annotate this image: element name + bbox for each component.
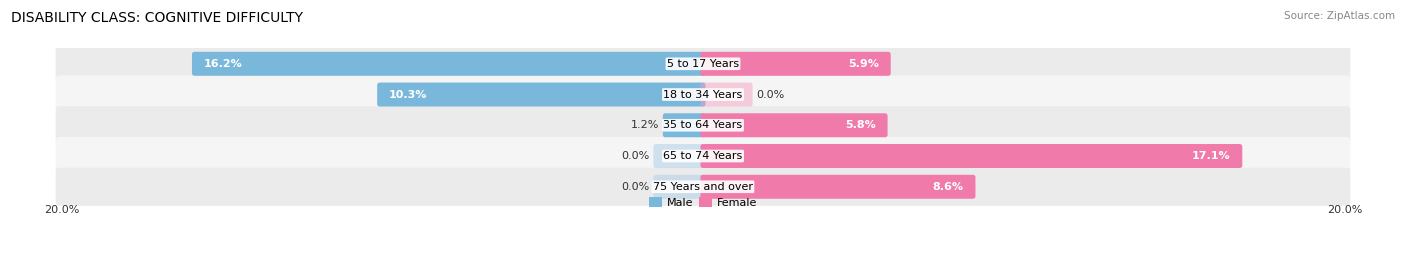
FancyBboxPatch shape <box>56 168 1350 206</box>
Text: 35 to 64 Years: 35 to 64 Years <box>664 120 742 130</box>
Text: 0.0%: 0.0% <box>621 151 650 161</box>
FancyBboxPatch shape <box>56 106 1350 144</box>
FancyBboxPatch shape <box>377 83 706 107</box>
FancyBboxPatch shape <box>700 175 976 199</box>
FancyBboxPatch shape <box>700 52 891 76</box>
Text: DISABILITY CLASS: COGNITIVE DIFFICULTY: DISABILITY CLASS: COGNITIVE DIFFICULTY <box>11 11 304 25</box>
FancyBboxPatch shape <box>56 137 1350 175</box>
FancyBboxPatch shape <box>654 175 706 199</box>
FancyBboxPatch shape <box>662 113 706 137</box>
Legend: Male, Female: Male, Female <box>644 193 762 212</box>
Text: 20.0%: 20.0% <box>1327 205 1362 215</box>
FancyBboxPatch shape <box>654 144 706 168</box>
Text: 8.6%: 8.6% <box>932 182 963 192</box>
FancyBboxPatch shape <box>56 76 1350 114</box>
Text: 0.0%: 0.0% <box>756 90 785 100</box>
Text: 5.9%: 5.9% <box>848 59 879 69</box>
FancyBboxPatch shape <box>193 52 706 76</box>
Text: 5.8%: 5.8% <box>845 120 876 130</box>
FancyBboxPatch shape <box>700 113 887 137</box>
Text: 65 to 74 Years: 65 to 74 Years <box>664 151 742 161</box>
FancyBboxPatch shape <box>700 83 752 107</box>
FancyBboxPatch shape <box>56 45 1350 83</box>
Text: 0.0%: 0.0% <box>621 182 650 192</box>
Text: 1.2%: 1.2% <box>631 120 659 130</box>
Text: 20.0%: 20.0% <box>44 205 79 215</box>
Text: Source: ZipAtlas.com: Source: ZipAtlas.com <box>1284 11 1395 21</box>
Text: 5 to 17 Years: 5 to 17 Years <box>666 59 740 69</box>
Text: 10.3%: 10.3% <box>389 90 427 100</box>
FancyBboxPatch shape <box>700 144 1243 168</box>
Text: 17.1%: 17.1% <box>1192 151 1230 161</box>
Text: 75 Years and over: 75 Years and over <box>652 182 754 192</box>
Text: 18 to 34 Years: 18 to 34 Years <box>664 90 742 100</box>
Text: 16.2%: 16.2% <box>204 59 243 69</box>
